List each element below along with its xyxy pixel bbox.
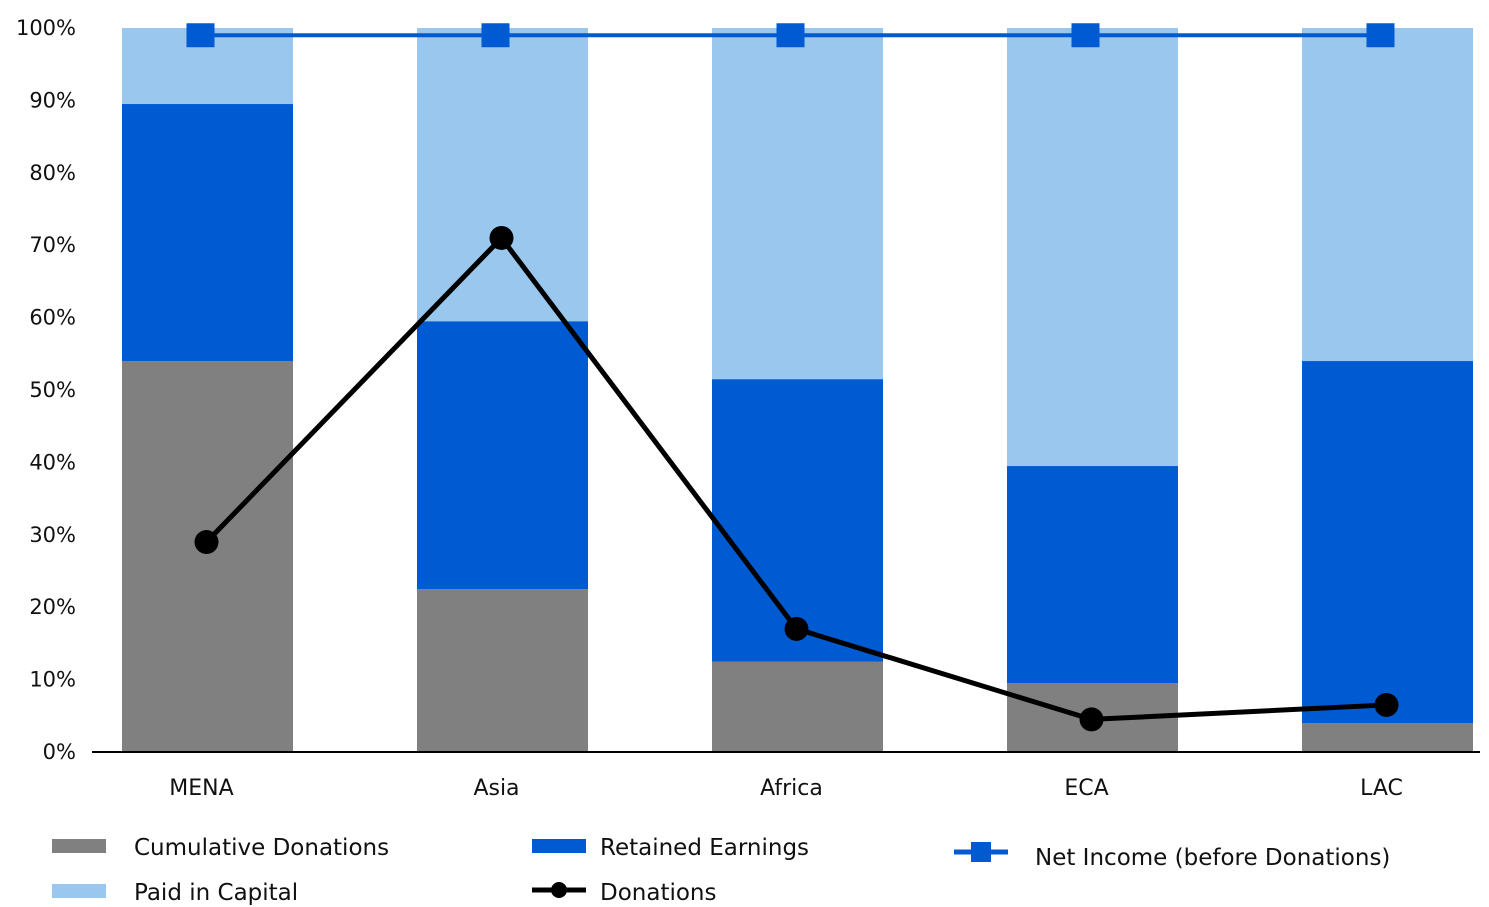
bar-paid-in-capital-asia (417, 28, 588, 322)
y-tick-label: 100% (16, 16, 76, 40)
legend-item-cumulative-donations: Cumulative Donations (52, 835, 389, 861)
y-tick-label: 90% (29, 88, 76, 112)
legend-item-retained-earnings: Retained Earnings (532, 835, 809, 861)
bar-cumulative-donations-lac (1302, 723, 1473, 752)
marker-net-income-before-donations (776, 23, 805, 48)
bar-paid-in-capital-eca (1007, 28, 1178, 467)
legend-marker (971, 842, 991, 862)
legend-label: Cumulative Donations (134, 835, 389, 861)
x-tick-label: Africa (760, 776, 823, 801)
marker-net-income-before-donations (481, 23, 510, 48)
marker-net-income-before-donations (186, 23, 215, 48)
legend-marker (551, 882, 567, 898)
legend-label: Net Income (before Donations) (1035, 845, 1390, 871)
legend-label: Donations (600, 880, 717, 906)
legend-label: Retained Earnings (600, 835, 809, 861)
legend-swatch (52, 839, 106, 853)
y-tick-label: 0% (43, 740, 76, 764)
x-tick-label: MENA (169, 776, 233, 801)
marker-donations (489, 225, 514, 250)
bars (122, 28, 1473, 752)
bar-retained-earnings-eca (1007, 466, 1178, 684)
legend-item-net-income-before-donations: Net Income (before Donations) (954, 842, 1390, 871)
marker-net-income-before-donations (1366, 23, 1395, 48)
y-tick-label: 20% (29, 595, 76, 619)
x-tick-label: ECA (1064, 776, 1108, 801)
legend-item-donations: Donations (532, 880, 717, 906)
bar-paid-in-capital-lac (1302, 28, 1473, 362)
marker-donations (784, 616, 809, 641)
marker-donations (194, 530, 219, 555)
y-tick-label: 50% (29, 378, 76, 402)
bar-cumulative-donations-mena (122, 361, 293, 752)
x-axis-labels: MENA Asia Africa ECA LAC (169, 776, 1403, 801)
bar-retained-earnings-lac (1302, 361, 1473, 724)
legend-item-paid-in-capital: Paid in Capital (52, 880, 298, 906)
y-tick-label: 70% (29, 233, 76, 257)
y-tick-label: 10% (29, 668, 76, 692)
bar-retained-earnings-mena (122, 104, 293, 362)
legend-swatch (532, 839, 586, 853)
bar-cumulative-donations-asia (417, 589, 588, 752)
legend-label: Paid in Capital (134, 880, 298, 906)
bar-paid-in-capital-africa (712, 28, 883, 380)
x-tick-label: Asia (473, 776, 519, 801)
y-tick-label: 80% (29, 161, 76, 185)
bar-retained-earnings-africa (712, 379, 883, 662)
y-axis: 0% 10% 20% 30% 40% 50% 60% 70% 80% 90% 100% (16, 16, 76, 764)
bar-retained-earnings-asia (417, 321, 588, 590)
marker-donations (1079, 707, 1104, 732)
y-tick-label: 60% (29, 306, 76, 330)
bar-cumulative-donations-africa (712, 661, 883, 752)
line-series (186, 23, 1399, 732)
y-tick-label: 40% (29, 450, 76, 474)
legend-swatch (52, 884, 106, 898)
x-tick-label: LAC (1360, 776, 1403, 801)
marker-net-income-before-donations (1071, 23, 1100, 48)
legend: Cumulative Donations Paid in Capital Retai… (52, 835, 1390, 906)
y-tick-label: 30% (29, 523, 76, 547)
marker-donations (1374, 692, 1399, 717)
